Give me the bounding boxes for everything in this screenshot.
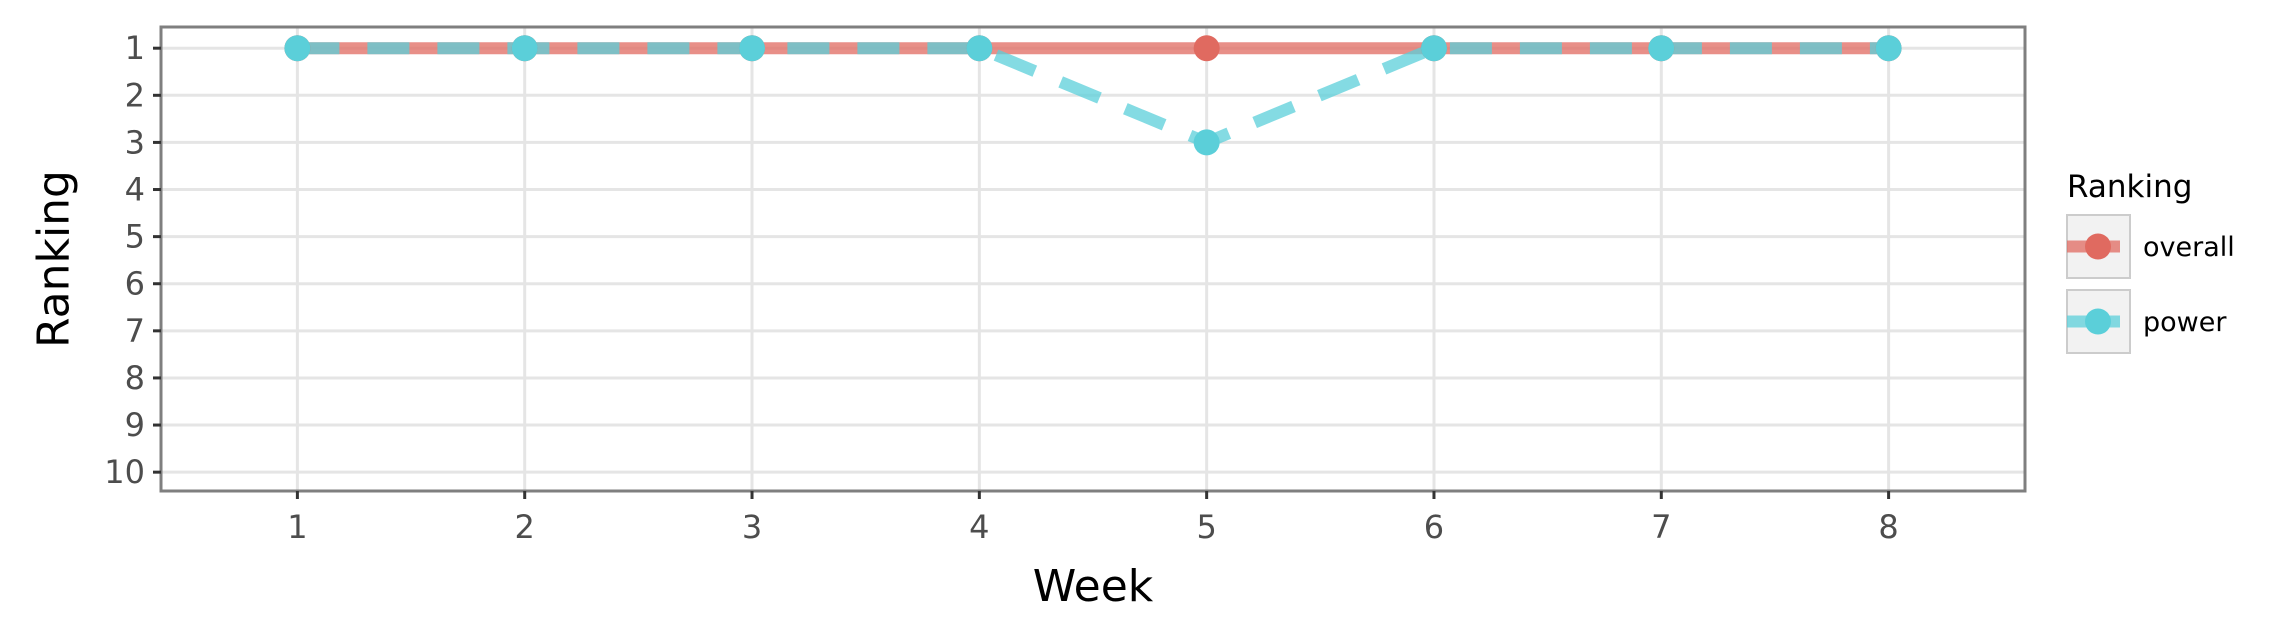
y-tick-label: 3 bbox=[125, 123, 145, 161]
y-axis-title: Ranking bbox=[29, 170, 80, 348]
legend-key-point bbox=[2085, 308, 2111, 335]
data-point-overall bbox=[1193, 35, 1220, 62]
series-lines bbox=[297, 42, 1889, 149]
y-tick-label: 10 bbox=[104, 453, 145, 491]
legend-title: Ranking bbox=[2067, 169, 2192, 205]
data-point-power bbox=[966, 35, 993, 62]
y-tick-label: 7 bbox=[125, 312, 145, 350]
x-axis-title: Week bbox=[1033, 561, 1154, 612]
legend-item-power: power bbox=[2066, 289, 2227, 354]
x-tick-label: 7 bbox=[1651, 508, 1671, 546]
grid-lines bbox=[161, 27, 2025, 491]
y-tick-label: 1 bbox=[125, 29, 145, 67]
x-tick-label: 5 bbox=[1196, 508, 1216, 546]
plot-panel-border bbox=[159, 25, 2027, 493]
legend-items: overall power bbox=[2066, 214, 2235, 354]
y-tick-label: 8 bbox=[125, 359, 145, 397]
data-point-power bbox=[1193, 129, 1220, 156]
plot-panel bbox=[161, 27, 2025, 491]
x-tick-label: 8 bbox=[1878, 508, 1898, 546]
series-line-power bbox=[297, 42, 1889, 149]
data-point-power bbox=[1648, 35, 1675, 62]
legend-label: overall bbox=[2143, 232, 2235, 263]
data-point-power bbox=[284, 35, 311, 62]
axis-ticks: 1 2 3 4 5 6 7 8 9 10 1 2 3 4 5 6 7 8 bbox=[104, 29, 1899, 546]
data-point-power bbox=[1420, 35, 1447, 62]
x-tick-label: 6 bbox=[1424, 508, 1444, 546]
data-point-power bbox=[1875, 35, 1902, 62]
x-tick-label: 4 bbox=[969, 508, 989, 546]
y-tick-label: 6 bbox=[125, 265, 145, 303]
legend-label: power bbox=[2143, 307, 2227, 338]
y-tick-label: 5 bbox=[125, 218, 145, 256]
legend-item-overall: overall bbox=[2066, 214, 2235, 279]
y-tick-label: 4 bbox=[125, 171, 145, 209]
legend: Ranking overall power bbox=[2066, 169, 2235, 354]
data-point-power bbox=[511, 35, 538, 62]
data-points bbox=[284, 35, 1902, 156]
y-tick-label: 9 bbox=[125, 406, 145, 444]
x-tick-label: 1 bbox=[287, 508, 307, 546]
x-tick-label: 2 bbox=[515, 508, 535, 546]
legend-key-point bbox=[2085, 233, 2111, 260]
data-point-power bbox=[739, 35, 766, 62]
y-tick-label: 2 bbox=[125, 76, 145, 114]
x-tick-label: 3 bbox=[742, 508, 762, 546]
